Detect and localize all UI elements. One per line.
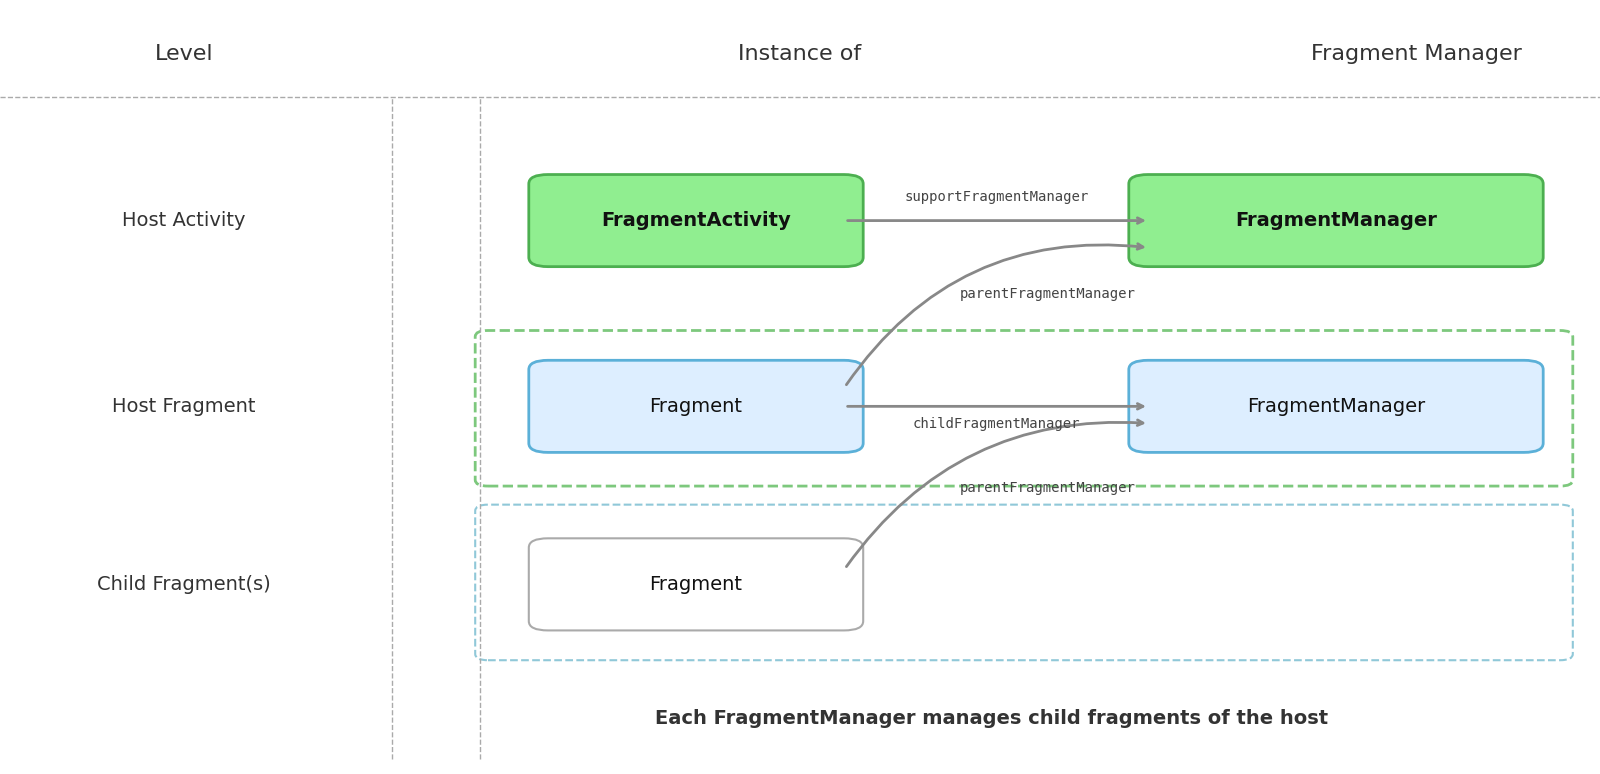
Text: Fragment: Fragment — [650, 575, 742, 594]
Text: Fragment Manager: Fragment Manager — [1310, 44, 1522, 64]
Text: supportFragmentManager: supportFragmentManager — [904, 190, 1090, 204]
Text: Level: Level — [155, 44, 213, 64]
FancyBboxPatch shape — [1130, 361, 1542, 452]
Text: parentFragmentManager: parentFragmentManager — [960, 481, 1136, 495]
Text: FragmentManager: FragmentManager — [1235, 211, 1437, 230]
Text: Child Fragment(s): Child Fragment(s) — [98, 575, 270, 594]
Text: Host Activity: Host Activity — [122, 211, 246, 230]
FancyBboxPatch shape — [530, 539, 864, 630]
Text: FragmentActivity: FragmentActivity — [602, 211, 790, 230]
Text: Host Fragment: Host Fragment — [112, 397, 256, 416]
FancyBboxPatch shape — [530, 175, 864, 266]
Text: Each FragmentManager manages child fragments of the host: Each FragmentManager manages child fragm… — [656, 709, 1328, 728]
Text: childFragmentManager: childFragmentManager — [914, 417, 1080, 431]
Text: Fragment: Fragment — [650, 397, 742, 416]
Text: parentFragmentManager: parentFragmentManager — [960, 287, 1136, 301]
Text: FragmentManager: FragmentManager — [1246, 397, 1426, 416]
Text: Instance of: Instance of — [738, 44, 862, 64]
FancyBboxPatch shape — [1130, 175, 1542, 266]
FancyBboxPatch shape — [530, 361, 864, 452]
